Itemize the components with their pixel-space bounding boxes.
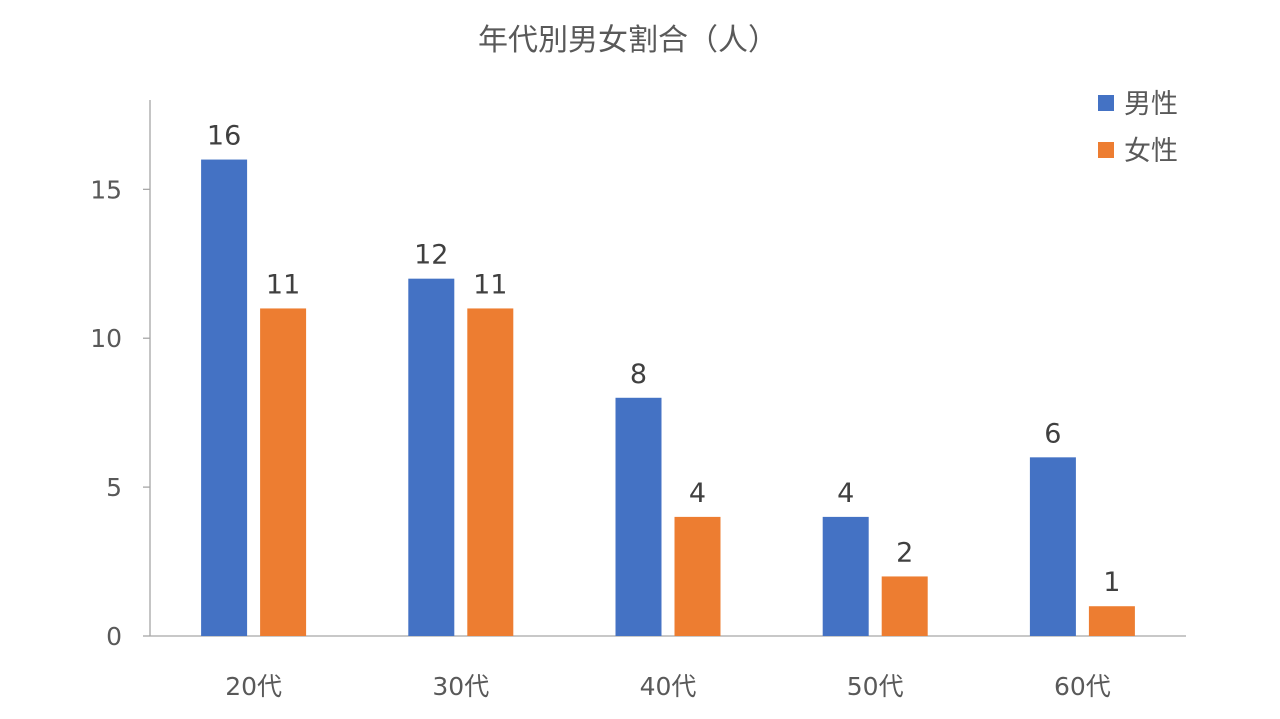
bar [674,516,721,636]
chart-title: 年代別男女割合（人） [478,23,778,58]
data-label: 16 [207,121,241,152]
legend-swatch [1098,142,1114,158]
data-label: 2 [896,537,913,568]
legend-label: 男性 [1124,89,1178,120]
x-tick-label: 30代 [432,672,489,701]
y-tick-label: 5 [106,473,122,502]
data-label: 11 [473,269,507,300]
bar [467,308,514,636]
x-tick-label: 50代 [847,672,904,701]
data-label: 12 [414,240,448,271]
bar [201,159,248,637]
axes: 0 5 10 15 20代 30代 40代 50代 60代 [90,100,1186,701]
data-labels: 16 12 8 4 6 11 11 4 2 1 [207,121,1121,599]
data-label: 8 [630,359,647,390]
bar [1029,457,1076,636]
legend-swatch [1098,95,1114,111]
bar [881,576,928,636]
data-label: 6 [1044,418,1061,449]
bar [408,278,455,636]
data-label: 4 [837,478,854,509]
x-tick-label: 60代 [1054,672,1111,701]
bar [1088,606,1135,636]
bars [201,159,1135,637]
data-label: 1 [1103,567,1120,598]
y-tick-label: 0 [106,622,122,651]
data-label: 11 [266,269,300,300]
x-tick-label: 40代 [640,672,697,701]
y-tick-label: 15 [90,175,122,204]
bar [822,516,869,636]
y-tick-label: 10 [90,324,122,353]
x-tick-label: 20代 [225,672,282,701]
data-label: 4 [689,478,706,509]
bar [615,397,662,636]
bar [260,308,307,636]
legend-label: 女性 [1124,136,1178,167]
